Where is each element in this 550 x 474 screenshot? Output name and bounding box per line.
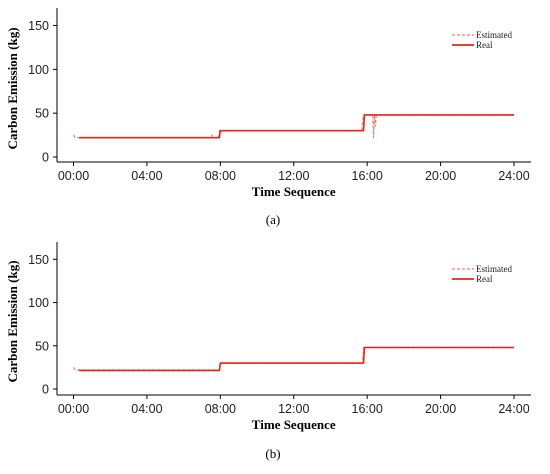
y-tick-label: 100 — [28, 296, 49, 310]
panel-a-data-lines — [73, 114, 514, 139]
y-tick-label: 150 — [28, 19, 49, 33]
x-tick-label: 16:00 — [352, 402, 383, 416]
y-tick-label: 0 — [42, 151, 49, 165]
panel-b-legend-real-label: Real — [476, 274, 493, 284]
x-tick-label: 08:00 — [205, 169, 236, 183]
panel-b-y-axis-title: Carbon Emission (kg) — [5, 260, 20, 382]
panel-a-caption: (a) — [266, 212, 280, 227]
panel-a-y-ticks: 0 50 100 150 — [28, 19, 57, 165]
panel-b-legend: Estimated Real — [452, 264, 512, 284]
x-tick-label: 04:00 — [131, 169, 162, 183]
panel-a-legend-estimated-label: Estimated — [476, 30, 512, 40]
y-tick-label: 0 — [42, 383, 49, 397]
y-tick-label: 50 — [35, 339, 49, 353]
series-line-estimated — [73, 346, 514, 371]
x-tick-label: 24:00 — [498, 402, 529, 416]
x-tick-label: 00:00 — [58, 402, 89, 416]
panel-a-x-ticks: 00:00 04:00 08:00 12:00 16:00 20:00 24:00 — [58, 162, 530, 183]
x-tick-label: 20:00 — [425, 169, 456, 183]
series-line-estimated — [73, 114, 514, 139]
y-tick-label: 50 — [35, 107, 49, 121]
panel-b-y-ticks: 0 50 100 150 — [28, 253, 57, 397]
x-tick-label: 12:00 — [278, 169, 309, 183]
panel-b-x-ticks: 00:00 04:00 08:00 12:00 16:00 20:00 24:00 — [58, 395, 530, 416]
panel-a-y-axis-title: Carbon Emission (kg) — [5, 27, 20, 149]
panel-b-data-lines — [73, 346, 514, 372]
panel-a-x-axis-title: Time Sequence — [252, 184, 336, 199]
x-tick-label: 16:00 — [352, 169, 383, 183]
y-tick-label: 100 — [28, 63, 49, 77]
x-tick-label: 04:00 — [131, 402, 162, 416]
series-line-real — [79, 114, 514, 139]
x-tick-label: 24:00 — [498, 169, 529, 183]
x-tick-label: 12:00 — [278, 402, 309, 416]
panel-b-caption: (b) — [265, 446, 280, 461]
panel-a: 0 50 100 150 00:00 04:00 08:00 12:00 16:00 20:00… — [5, 8, 531, 227]
panel-b-legend-estimated-label: Estimated — [476, 264, 512, 274]
panel-b: 0 50 100 150 00:00 04:00 08:00 12:00 16:00 20:00… — [5, 242, 531, 461]
panel-a-legend: Estimated Real — [452, 30, 512, 50]
x-tick-label: 00:00 — [58, 169, 89, 183]
panel-a-legend-real-label: Real — [476, 40, 493, 50]
y-tick-label: 150 — [28, 253, 49, 267]
x-tick-label: 20:00 — [425, 402, 456, 416]
x-tick-label: 08:00 — [205, 402, 236, 416]
panel-b-x-axis-title: Time Sequence — [252, 417, 336, 432]
series-line-real — [79, 346, 514, 372]
